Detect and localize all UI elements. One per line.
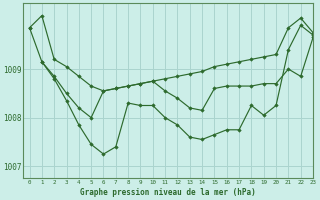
X-axis label: Graphe pression niveau de la mer (hPa): Graphe pression niveau de la mer (hPa) [80, 188, 256, 197]
